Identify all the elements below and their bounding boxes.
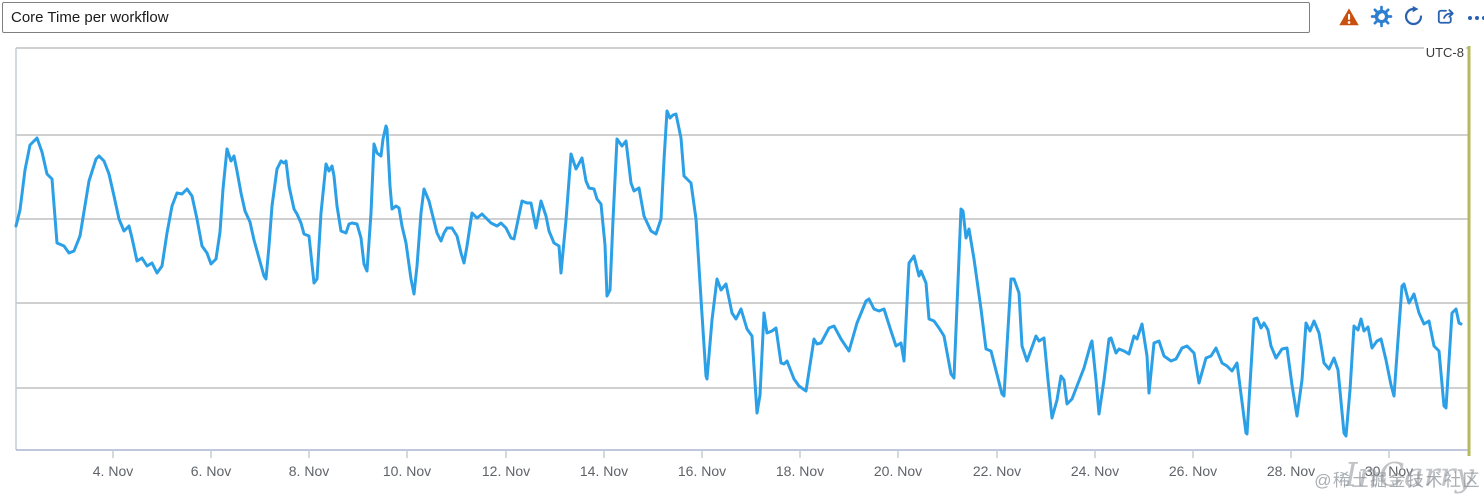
x-tick-label: 22. Nov — [973, 463, 1021, 479]
x-tick-label: 4. Nov — [93, 463, 133, 479]
tile-action-bar — [1336, 5, 1484, 31]
warning-button[interactable] — [1336, 5, 1362, 31]
x-tick-label: 30. Nov — [1365, 463, 1413, 479]
more-options-button[interactable] — [1464, 5, 1484, 31]
x-tick-label: 12. Nov — [482, 463, 530, 479]
x-tick-label: 14. Nov — [580, 463, 628, 479]
community-watermark: @稀土掘金技术社区 — [1314, 471, 1481, 490]
x-tick-label: 18. Nov — [776, 463, 824, 479]
series-line — [14, 109, 1463, 438]
chart-title-input[interactable] — [2, 2, 1310, 33]
refresh-button[interactable] — [1400, 5, 1426, 31]
x-tick-label: 10. Nov — [383, 463, 431, 479]
x-tick-label: 20. Nov — [874, 463, 922, 479]
x-tick-label: 26. Nov — [1169, 463, 1217, 479]
x-tick-label: 28. Nov — [1267, 463, 1315, 479]
refresh-icon — [1402, 5, 1425, 31]
x-tick-label: 24. Nov — [1071, 463, 1119, 479]
signature-watermark: InCarry — [1344, 455, 1474, 494]
timezone-label: UTC-8 — [1423, 45, 1466, 60]
settings-gear-icon — [1370, 5, 1393, 31]
x-tick-label: 16. Nov — [678, 463, 726, 479]
settings-button[interactable] — [1368, 5, 1394, 31]
more-ellipsis-icon — [1468, 16, 1484, 20]
warning-icon — [1338, 6, 1360, 31]
share-button[interactable] — [1432, 5, 1458, 31]
x-tick-label: 6. Nov — [191, 463, 231, 479]
x-tick-label: 8. Nov — [289, 463, 329, 479]
share-icon — [1434, 5, 1457, 31]
